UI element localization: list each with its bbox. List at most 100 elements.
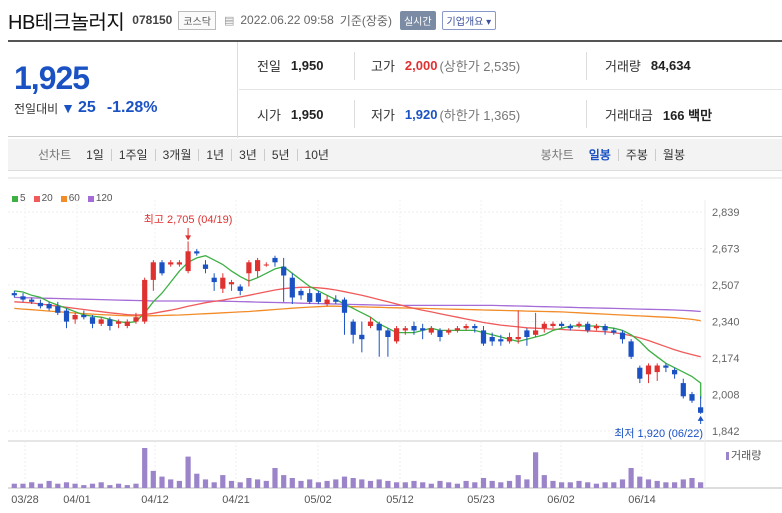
y-tick-label: 2,839 [712,207,740,219]
candle-body [228,282,235,285]
candle-body [289,277,295,298]
volume-bar [550,480,556,488]
high-value: 2,000 [404,58,438,73]
volume-bar [237,482,243,488]
legend-ma5: 5 [12,193,26,204]
candle-body [359,334,365,340]
x-tick-label: 05/02 [304,494,332,506]
tab-weekly[interactable]: 주봉 [617,148,655,161]
upper-limit: (상한가 2,535) [439,59,521,74]
volume-bar [446,482,452,488]
tab-1w[interactable]: 1주일 [110,148,155,161]
volume-bar [11,483,17,488]
candle-body [698,407,704,413]
volume-bar [515,475,521,488]
candle-body [298,290,304,296]
volume-bar [367,480,374,488]
volume-value: 84,634 [650,58,691,73]
candle-body [263,264,269,266]
low-value: 1,920 [404,106,438,122]
candle-body [46,304,52,309]
volume-bar [637,476,643,488]
tab-1y[interactable]: 1년 [198,148,231,161]
tab-3y[interactable]: 3년 [231,148,264,161]
candle-body [176,262,182,265]
volume-bar [98,482,104,488]
tab-monthly[interactable]: 월봉 [654,148,692,161]
candle-body [237,286,243,291]
volume-bar [159,476,165,488]
legend-ma20: 20 [33,193,53,204]
volume-bar [185,456,191,488]
change-percent: -1.28% [106,99,158,116]
candle-body [29,299,35,302]
volume-bar [698,482,704,488]
volume-bar [20,483,26,488]
volume-bar [176,480,182,488]
ma120-line [14,296,701,313]
candle-body [307,293,313,302]
candle-body [133,317,139,322]
lower-limit: (하한가 1,365) [439,107,521,123]
realtime-button[interactable]: 실시간 [399,10,436,30]
tab-10y[interactable]: 10년 [296,148,336,161]
candle-body [150,262,156,280]
candle-body [428,328,434,333]
candle-body [628,341,634,357]
candle-body [159,262,165,274]
line-chart-label: 선차트 [38,148,72,162]
candle-body [576,323,582,326]
candle-body [498,339,504,342]
stock-name[interactable]: HB테크놀러지 [8,11,125,34]
high-label: 고가 [371,59,395,74]
volume-bar [437,480,443,488]
volume-bar [29,482,35,488]
volume-bar [168,479,174,488]
company-info-dropdown[interactable]: 기업개요 ▾ [441,10,497,30]
tab-5y[interactable]: 5년 [263,148,297,161]
candle-body [89,317,96,324]
candle-body [645,365,652,375]
volume-bar [602,482,608,488]
volume-bar [680,479,686,488]
volume-label: 거래량 [731,449,761,462]
candle-body [672,369,678,375]
candle-body [611,330,617,333]
tab-3m[interactable]: 3개월 [154,148,199,161]
volume-bar [402,482,408,488]
volume-bar [454,483,460,488]
volume-bar [593,483,599,488]
candle-body [324,299,330,304]
tab-1d[interactable]: 1일 [86,147,104,162]
candle-body [194,251,200,254]
tab-daily[interactable]: 일봉 [588,147,611,162]
volume-bar [359,479,365,488]
volume-bar [220,475,226,488]
volume-bar [202,479,209,488]
datetime: 2022.06.22 09:58 [240,13,334,27]
ma5-line [14,255,702,399]
volume-bar [350,478,356,488]
x-tick-label: 06/14 [628,494,656,506]
volume-bar [46,480,52,488]
candle-chart-label: 봉차트 [540,148,574,162]
open-label: 시가 [257,107,281,123]
candle-body [411,326,417,331]
candle-body [689,394,695,401]
volume-bar [107,485,113,488]
candle-body [281,266,287,276]
candle-body [202,264,209,269]
candle-body [220,277,226,289]
market-badge: 코스닥 [178,10,216,30]
candle-body [420,328,426,331]
volume-bar [341,476,348,488]
volume-bar [533,452,539,488]
volume-bar [506,480,513,488]
volume-bar [428,483,434,488]
candle-body [168,262,174,265]
volume-bar [37,483,43,488]
volume-bar [63,482,70,488]
candle-body [489,337,495,342]
volume-bar [281,475,287,488]
prev-close-label: 전일 [257,59,281,74]
